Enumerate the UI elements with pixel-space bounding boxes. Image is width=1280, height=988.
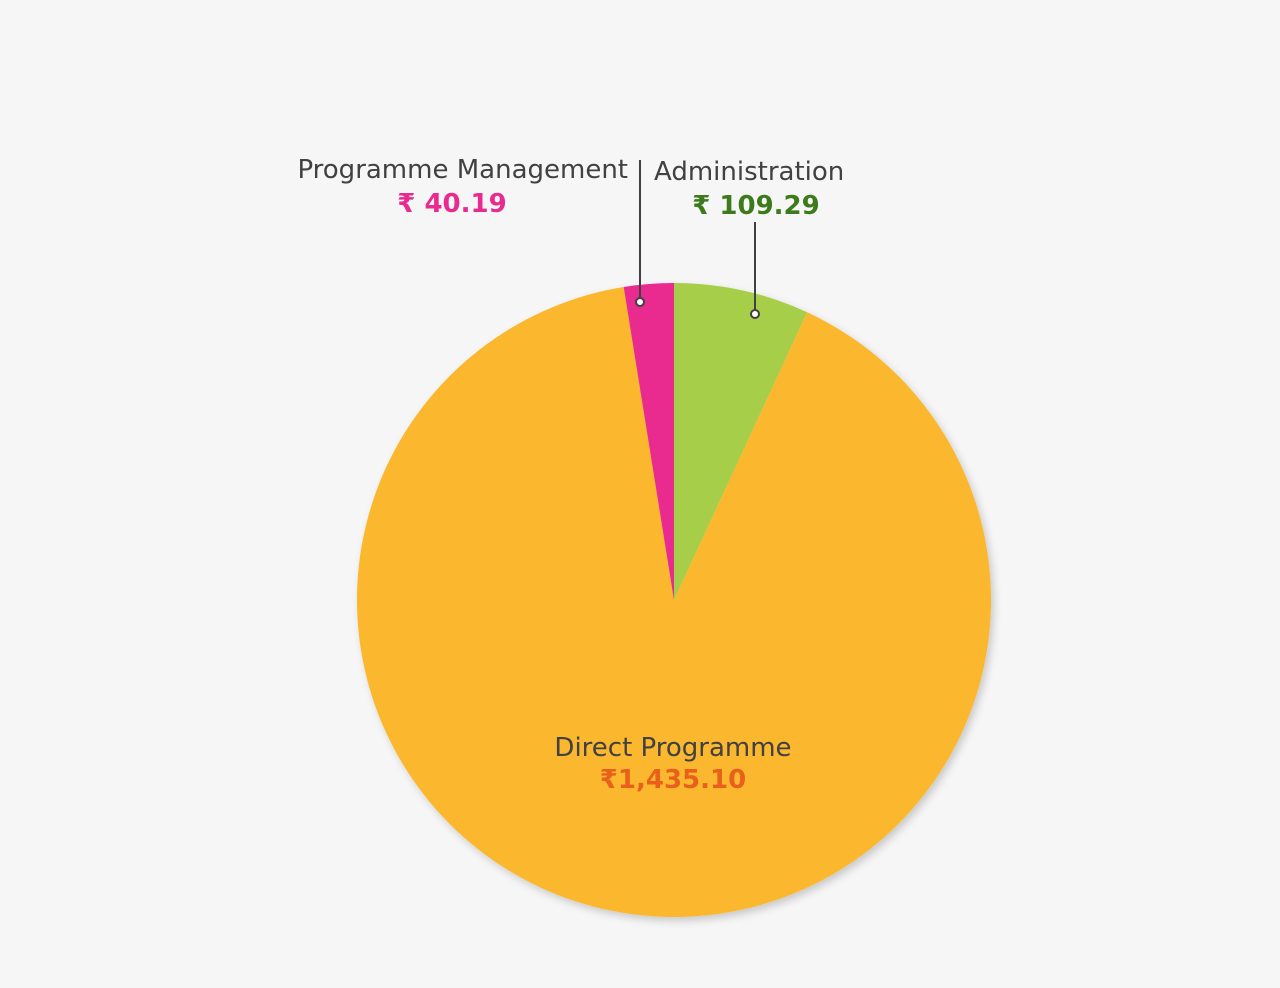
pie-slice-administration	[674, 283, 808, 600]
pie-slices	[357, 283, 992, 917]
slice-value-programme-management: ₹ 40.19	[397, 189, 506, 219]
slice-value-administration: ₹ 109.29	[692, 191, 819, 221]
pie-slice-programme-management	[623, 283, 674, 600]
slice-value-direct-programme: ₹1,435.10	[600, 765, 746, 795]
slice-label-direct-programme: Direct Programme	[554, 733, 791, 763]
leader-dot-administration	[750, 309, 760, 319]
leader-dot-programme-management	[635, 297, 645, 307]
slice-label-administration: Administration	[654, 157, 844, 187]
slice-label-programme-management: Programme Management	[297, 155, 628, 185]
pie-slice-direct-programme	[357, 287, 992, 917]
